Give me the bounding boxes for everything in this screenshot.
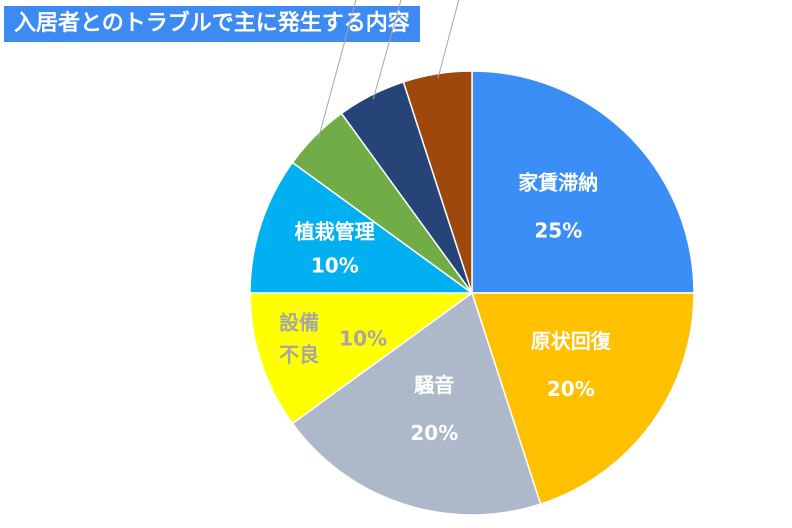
slice-label-value-slice-3: 20% [410,421,458,445]
pie-slice-slice-2 [470,292,695,506]
slice-label-value-slice-4: 10% [339,327,387,351]
pie-slice-slice-3 [291,291,542,516]
slice-label-name-slice-5: 植栽管理 [295,219,375,243]
slice-label-value-slice-2: 20% [547,377,595,401]
slice-label-name-slice-4-line-1: 設備 [279,311,319,335]
pie-slice-slice-1 [471,70,695,294]
slice-label-name-slice-3: 騒音 [413,373,454,397]
slice-label-value-slice-1: 25% [534,219,582,243]
slice-label-name-slice-1: 家賃滞納 [518,171,598,195]
leader-line-slice-8 [437,0,460,79]
pie-slice-slice-8 [402,70,473,294]
leader-line-slice-6 [317,0,357,140]
chart-title: 入居者とのトラブルで主に発生する内容 [4,6,420,42]
slice-label-name-slice-2: 原状回復 [531,329,612,353]
slice-label-name-slice-4-line-2: 不良 [279,343,319,367]
pie-slice-slice-5 [249,161,475,294]
pie-slice-slice-4 [249,292,475,425]
slice-label-value-slice-5: 10% [311,253,359,277]
